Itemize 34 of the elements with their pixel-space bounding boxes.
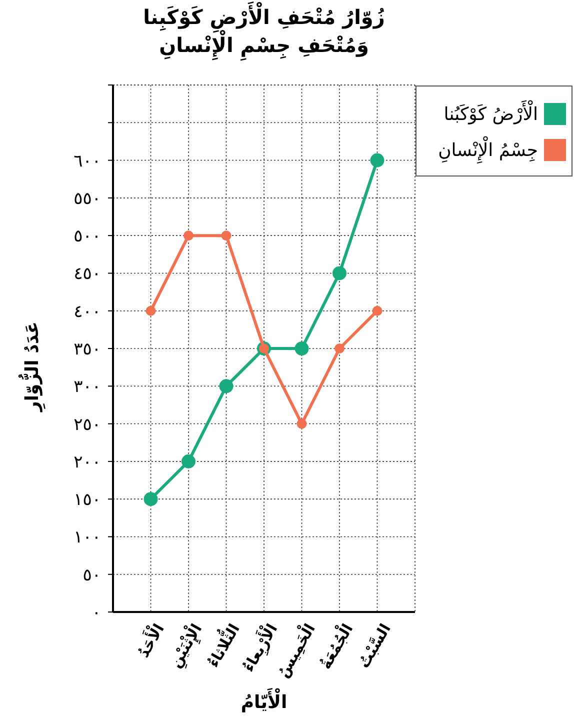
legend-label: الْأَرْضُ كَوْكَبُنا [444,100,538,125]
y-axis-title: عَدَدُ الزُّوّارِ [17,321,46,413]
xtick: الْجُمُعَةُ [316,620,357,672]
ytick: ١٠٠ [74,528,101,548]
ytick: ١٥٠ [74,490,101,510]
point [182,454,196,468]
ytick: ٣٠٠ [74,377,101,398]
xtick: السَّبْتُ [354,620,394,672]
ytick: ٥٥٠ [74,188,101,209]
ytick: ٣٥٠ [74,340,101,360]
ytick: ٦٠٠ [74,151,101,172]
ytick: ٠ [92,603,101,623]
point [334,344,344,354]
point [144,492,158,506]
point [372,306,382,316]
point [294,342,309,356]
ytick: ٤٠٠ [74,302,101,322]
xtick: الْأَحَدُ [134,620,168,661]
ytick: ٥٠ [82,565,101,586]
x-axis-title: الْأَيّامُ [240,686,288,713]
ytick: ٤٥٠ [74,264,101,284]
point [370,153,384,168]
point [296,418,307,429]
point [219,379,234,394]
point [146,306,156,316]
point [332,266,346,280]
ytick: ٥٠٠ [74,226,101,247]
xtick: الثُّلاثاءُ [204,620,244,670]
legend-label: جِسْمُ الْإِنْسانِ [438,136,538,164]
point [221,230,232,241]
xtick: الْإِثْنَيْنِ [166,620,206,671]
ytick: ٢٠٠ [74,452,101,472]
ytick: ٢٥٠ [74,414,101,435]
point [184,230,194,241]
